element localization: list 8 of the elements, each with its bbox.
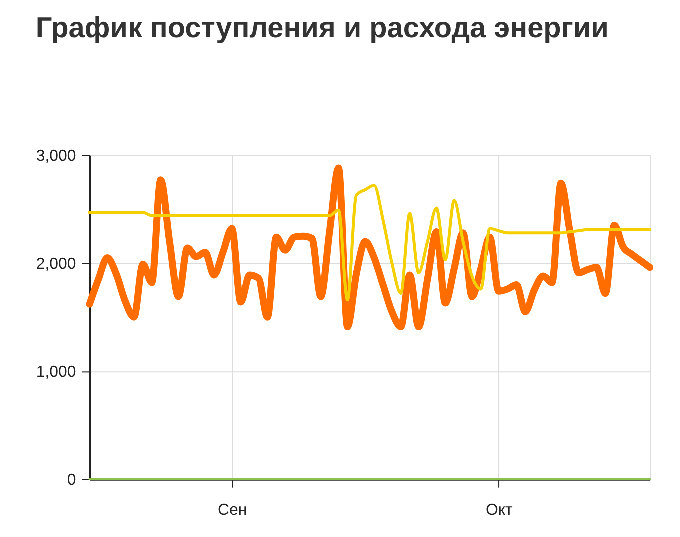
y-tick-label: 1,000 [36, 364, 76, 381]
x-tick-label: Окт [486, 502, 514, 519]
y-tick-label: 2,000 [36, 256, 76, 273]
y-tick-label: 3,000 [36, 148, 76, 165]
chart-title: График поступления и расхода энергии [36, 12, 609, 45]
line-series [88, 184, 652, 302]
y-tick-label: 0 [67, 472, 76, 489]
x-tick-label: Сен [218, 502, 248, 519]
